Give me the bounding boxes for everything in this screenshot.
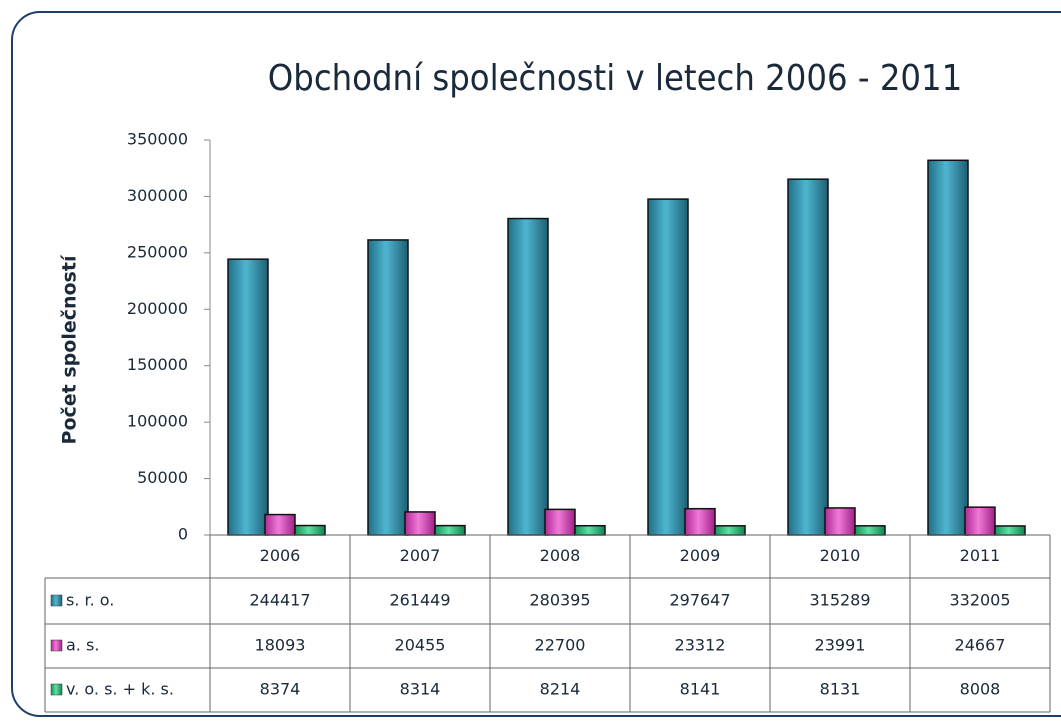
- y-axis-label: Počet společností: [59, 254, 81, 444]
- table-value: 24667: [955, 636, 1006, 655]
- table-value: 23312: [675, 636, 726, 655]
- bar: [367, 239, 409, 536]
- bar: [854, 525, 886, 536]
- y-tick-label: 150000: [127, 355, 188, 374]
- table-value: 8141: [680, 680, 721, 699]
- y-tick-label: 350000: [127, 130, 188, 149]
- table-value: 332005: [949, 591, 1010, 610]
- x-tick-label: 2011: [960, 546, 1001, 565]
- legend-label: a. s.: [66, 636, 99, 655]
- bar: [927, 159, 969, 536]
- table-value: 8314: [400, 680, 441, 699]
- bar: [647, 198, 689, 536]
- legend-swatch: [50, 639, 63, 652]
- bar: [684, 507, 716, 536]
- y-tick-label: 250000: [127, 242, 188, 261]
- bar: [507, 217, 549, 536]
- table-value: 297647: [669, 591, 730, 610]
- table-value: 315289: [809, 591, 870, 610]
- x-tick-label: 2007: [400, 546, 441, 565]
- table-value: 22700: [535, 636, 586, 655]
- bar: [264, 513, 296, 536]
- chart-title: Obchodní společnosti v letech 2006 - 201…: [268, 58, 962, 99]
- legend-label: v. o. s. + k. s.: [66, 680, 174, 699]
- bar: [964, 506, 996, 536]
- table-value: 280395: [529, 591, 590, 610]
- table-value: 8008: [960, 680, 1001, 699]
- table-value: 23991: [815, 636, 866, 655]
- y-tick-label: 100000: [127, 412, 188, 431]
- table-value: 261449: [389, 591, 450, 610]
- table-value: 8214: [540, 680, 581, 699]
- bar: [824, 507, 856, 536]
- bar: [714, 525, 746, 536]
- legend-label: s. r. o.: [66, 591, 114, 610]
- table-value: 244417: [249, 591, 310, 610]
- bar: [294, 524, 326, 536]
- table-value: 20455: [395, 636, 446, 655]
- x-tick-label: 2006: [260, 546, 301, 565]
- bar: [434, 524, 466, 536]
- bar: [574, 524, 606, 536]
- table-value: 8374: [260, 680, 301, 699]
- bar: [787, 178, 829, 536]
- bar: [227, 258, 269, 536]
- x-tick-label: 2009: [680, 546, 721, 565]
- table-value: 8131: [820, 680, 861, 699]
- bar: [994, 525, 1026, 536]
- y-tick-label: 300000: [127, 186, 188, 205]
- x-tick-label: 2010: [820, 546, 861, 565]
- y-tick-label: 50000: [137, 468, 188, 487]
- y-tick-label: 200000: [127, 299, 188, 318]
- legend-swatch: [50, 594, 63, 607]
- bar: [544, 508, 576, 536]
- table-value: 18093: [255, 636, 306, 655]
- legend-swatch: [50, 683, 63, 696]
- x-tick-label: 2008: [540, 546, 581, 565]
- bar: [404, 511, 436, 536]
- y-tick-label: 0: [178, 525, 188, 544]
